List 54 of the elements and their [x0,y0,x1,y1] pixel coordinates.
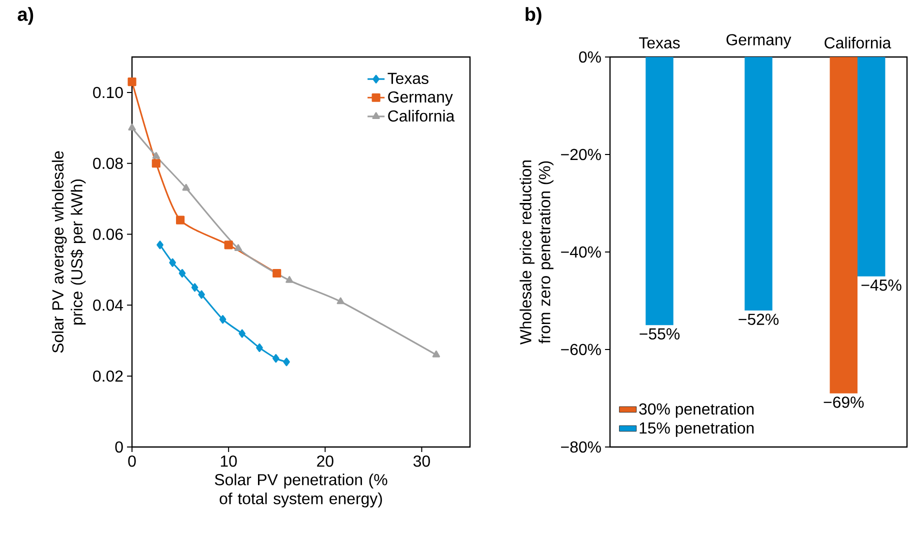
x-tick-label: Texas [639,37,680,48]
x-tick-label: 30 [413,456,430,467]
x-tick-label: 0 [128,456,136,467]
point [336,297,344,304]
data-label: −55% [640,328,680,340]
y-tick-label: −60% [561,344,601,356]
legend-label: 15% penetration [640,422,754,437]
point [128,124,136,130]
x-tick-label: 10 [220,456,237,467]
y-tick-label: −40% [561,246,601,258]
point [182,184,190,191]
y-tick-label: −80% [561,441,601,453]
legend-label: Texas [388,72,428,84]
point [234,244,242,251]
x-tick-label: Germany [726,34,792,49]
point [283,358,290,366]
point [176,216,185,224]
point [152,152,160,159]
point [224,240,233,250]
data-label: −45% [861,280,902,291]
data-label: −69% [824,396,864,408]
y-tick-label: 0.04 [93,300,124,311]
y-axis-title: Wholesale price reduction from zero penetration (%) [520,160,554,345]
legend-label: California [388,110,455,122]
chart-title: a) [18,7,34,25]
y-axis-title: Solar PV average wholesale price (US$ per kWh) [52,151,86,353]
data-label: −52% [738,314,779,325]
point [286,276,294,283]
point [128,78,136,86]
point [152,159,160,168]
x-tick-label: California [824,36,892,48]
point [432,350,440,358]
point [238,329,246,338]
y-tick-label: −20% [561,148,601,160]
x-axis-title: Solar PV penetration (% of total system energy) [214,474,388,508]
y-tick-label: 0.10 [93,86,123,98]
point [219,315,226,324]
point [198,290,205,299]
y-tick-label: 0% [579,51,601,63]
point [191,283,198,292]
point [272,268,282,278]
y-tick-label: 0 [115,441,123,453]
point [156,240,164,250]
legend-label: 30% penetration [639,402,754,418]
point [256,343,263,352]
x-tick-label: 20 [317,456,334,467]
point [178,268,186,278]
y-tick-label: 0.08 [93,158,123,170]
chart-title: b) [526,7,542,25]
point [272,354,280,363]
y-tick-label: 0.02 [93,370,123,382]
y-tick-label: 0.06 [93,228,123,240]
point [169,258,176,267]
legend-label: Germany [388,91,453,106]
